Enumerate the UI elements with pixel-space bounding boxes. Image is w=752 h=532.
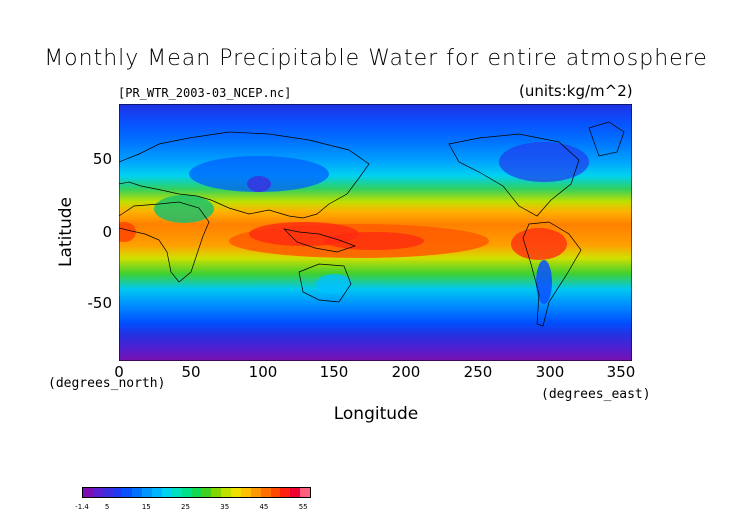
colorbar-tick-label: 5: [104, 503, 110, 511]
x-axis-label: Longitude: [333, 404, 419, 424]
longitude-unit: (degrees_east): [541, 387, 651, 402]
north-america-dry: [499, 142, 589, 182]
colorbar-swatch: [161, 488, 173, 497]
colorbar-swatch: [191, 488, 202, 497]
colorbar-swatch: [231, 488, 242, 497]
colorbar-tick-label: 25: [181, 503, 190, 511]
colorbar-swatch: [152, 488, 163, 497]
colorbar-swatch: [201, 488, 212, 497]
sahara-dry: [154, 195, 214, 223]
colorbar-swatch: [132, 488, 143, 497]
ytick-50: 50: [92, 150, 112, 168]
africa-core: [119, 222, 136, 242]
precipitable-water-map: [119, 104, 632, 361]
coastlines: [119, 121, 625, 327]
colorbar-swatch: [221, 488, 232, 497]
ytick-minus50: -50: [87, 294, 113, 312]
pacific-core: [324, 232, 424, 250]
colorbar-swatch: [260, 488, 271, 497]
colorbar-swatch: [83, 488, 94, 497]
xtick-50: 50: [181, 363, 201, 381]
chart-title: Monthly Mean Precipitable Water for enti…: [44, 46, 708, 71]
ytick-0: 0: [102, 223, 112, 241]
latitude-unit: (degrees_north): [48, 376, 166, 391]
asia-dry: [189, 156, 329, 192]
colorbar-tick-label: 55: [298, 503, 308, 511]
colorbar-swatch: [142, 488, 153, 497]
colorbar-tick-label: 35: [220, 503, 230, 511]
xtick-250: 250: [463, 363, 493, 381]
colorbar-swatch: [92, 488, 103, 497]
colorbar-swatch: [290, 488, 301, 497]
tibet-dry: [247, 176, 271, 192]
xtick-150: 150: [319, 363, 349, 381]
colorbar-swatch: [211, 488, 222, 497]
xtick-300: 300: [535, 363, 565, 381]
colorbar-swatch: [280, 488, 291, 497]
xtick-350: 350: [606, 363, 636, 381]
colorbar-swatch: [102, 488, 113, 497]
colorbar-swatch: [181, 488, 192, 497]
australia-dry: [316, 274, 352, 294]
amazon-core: [511, 228, 567, 260]
colorbar-swatch: [171, 488, 182, 497]
andes-dry: [536, 260, 552, 304]
y-axis-label: Latitude: [56, 197, 76, 267]
xtick-200: 200: [391, 363, 421, 381]
colorbar-swatch: [240, 488, 251, 497]
units-label: (units:kg/m^2): [519, 82, 633, 100]
file-label: [PR_WTR_2003-03_NCEP.nc]: [118, 86, 292, 100]
colorbar-swatch: [270, 488, 281, 497]
colorbar-tick-label: 15: [141, 503, 151, 511]
colorbar: [82, 487, 311, 498]
colorbar-tick-label: 45: [259, 503, 269, 511]
colorbar-swatch: [122, 488, 133, 497]
xtick-100: 100: [248, 363, 278, 381]
colorbar-swatch: [250, 488, 261, 497]
xtick-0: 0: [114, 363, 124, 381]
colorbar-tick-label: -1.4: [75, 503, 89, 511]
colorbar-swatch: [300, 488, 311, 497]
colorbar-swatch: [112, 488, 123, 497]
